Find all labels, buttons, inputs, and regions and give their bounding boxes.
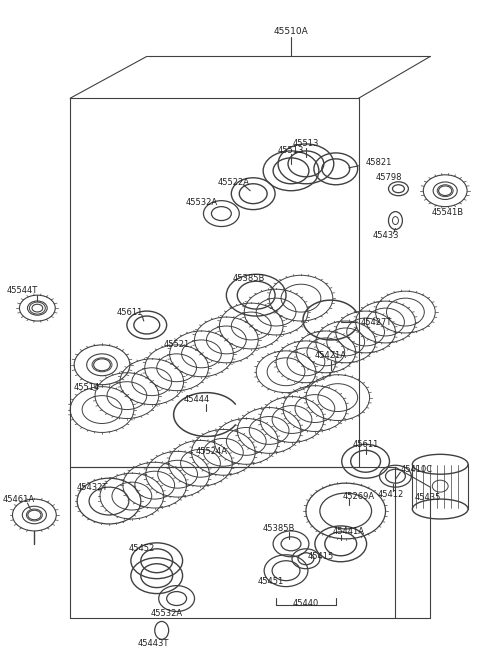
Text: 45421A: 45421A [315, 351, 347, 361]
Text: 45451: 45451 [258, 577, 284, 586]
Text: 45440: 45440 [293, 599, 319, 608]
Text: 45441A: 45441A [333, 527, 365, 537]
Text: 45541B: 45541B [432, 208, 464, 217]
Text: 45532A: 45532A [185, 198, 217, 207]
Text: 45269A: 45269A [343, 492, 375, 501]
Text: 45452: 45452 [129, 544, 155, 554]
Text: 45513: 45513 [293, 140, 319, 149]
Text: 45415: 45415 [308, 552, 334, 561]
Text: 45532A: 45532A [151, 609, 183, 618]
Text: 45385B: 45385B [233, 274, 265, 283]
Text: 45611: 45611 [352, 440, 379, 449]
Text: 45385B: 45385B [263, 524, 295, 533]
Text: 45821: 45821 [366, 158, 392, 168]
Text: 45410C: 45410C [400, 465, 432, 474]
Text: 45435: 45435 [415, 493, 442, 501]
Text: 45514: 45514 [74, 383, 100, 392]
Text: 45510A: 45510A [274, 27, 308, 36]
Text: 45427T: 45427T [360, 318, 392, 327]
Text: 45461A: 45461A [2, 495, 35, 503]
Text: 45412: 45412 [377, 490, 404, 499]
Text: 45524A: 45524A [195, 447, 228, 456]
Text: 45513: 45513 [278, 147, 304, 155]
Text: 45611: 45611 [117, 308, 143, 317]
Text: 45544T: 45544T [7, 286, 38, 295]
Text: 45444: 45444 [183, 395, 210, 404]
Text: 45521: 45521 [164, 340, 190, 349]
Text: 45798: 45798 [375, 173, 402, 183]
Text: 45522A: 45522A [217, 178, 249, 187]
Text: 45433: 45433 [372, 231, 399, 240]
Text: 45443T: 45443T [138, 639, 169, 648]
Text: 45432T: 45432T [76, 482, 108, 492]
